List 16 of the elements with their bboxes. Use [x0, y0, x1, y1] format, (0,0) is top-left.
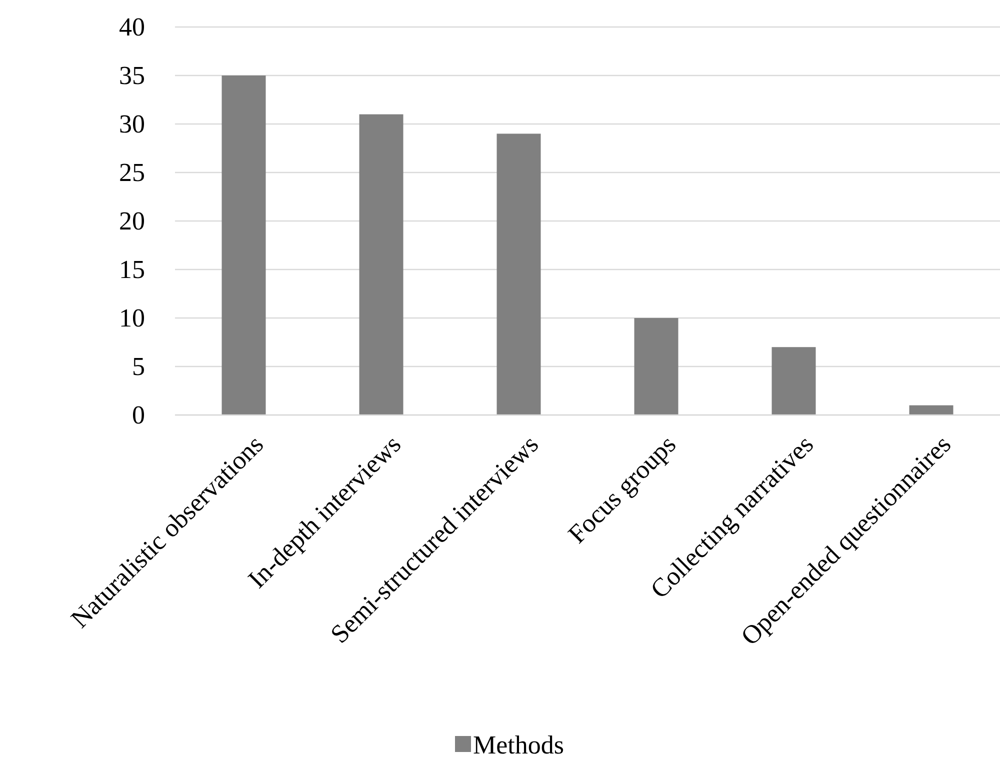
bar	[496, 134, 541, 415]
bar	[909, 405, 954, 415]
bar	[634, 318, 678, 415]
y-tick-label: 35	[119, 61, 145, 90]
y-tick-label: 15	[119, 255, 145, 284]
y-tick-label: 5	[132, 352, 145, 381]
bar	[222, 76, 266, 415]
y-tick-label: 10	[119, 304, 145, 332]
y-tick-label: 40	[119, 12, 145, 42]
y-tick-label: 25	[119, 158, 145, 187]
bar	[772, 347, 816, 415]
y-tick-label: 30	[119, 110, 145, 138]
y-tick-label: 0	[132, 400, 145, 430]
y-tick-label: 20	[119, 206, 145, 236]
legend-label: Methods	[473, 730, 564, 760]
bar	[359, 114, 404, 415]
